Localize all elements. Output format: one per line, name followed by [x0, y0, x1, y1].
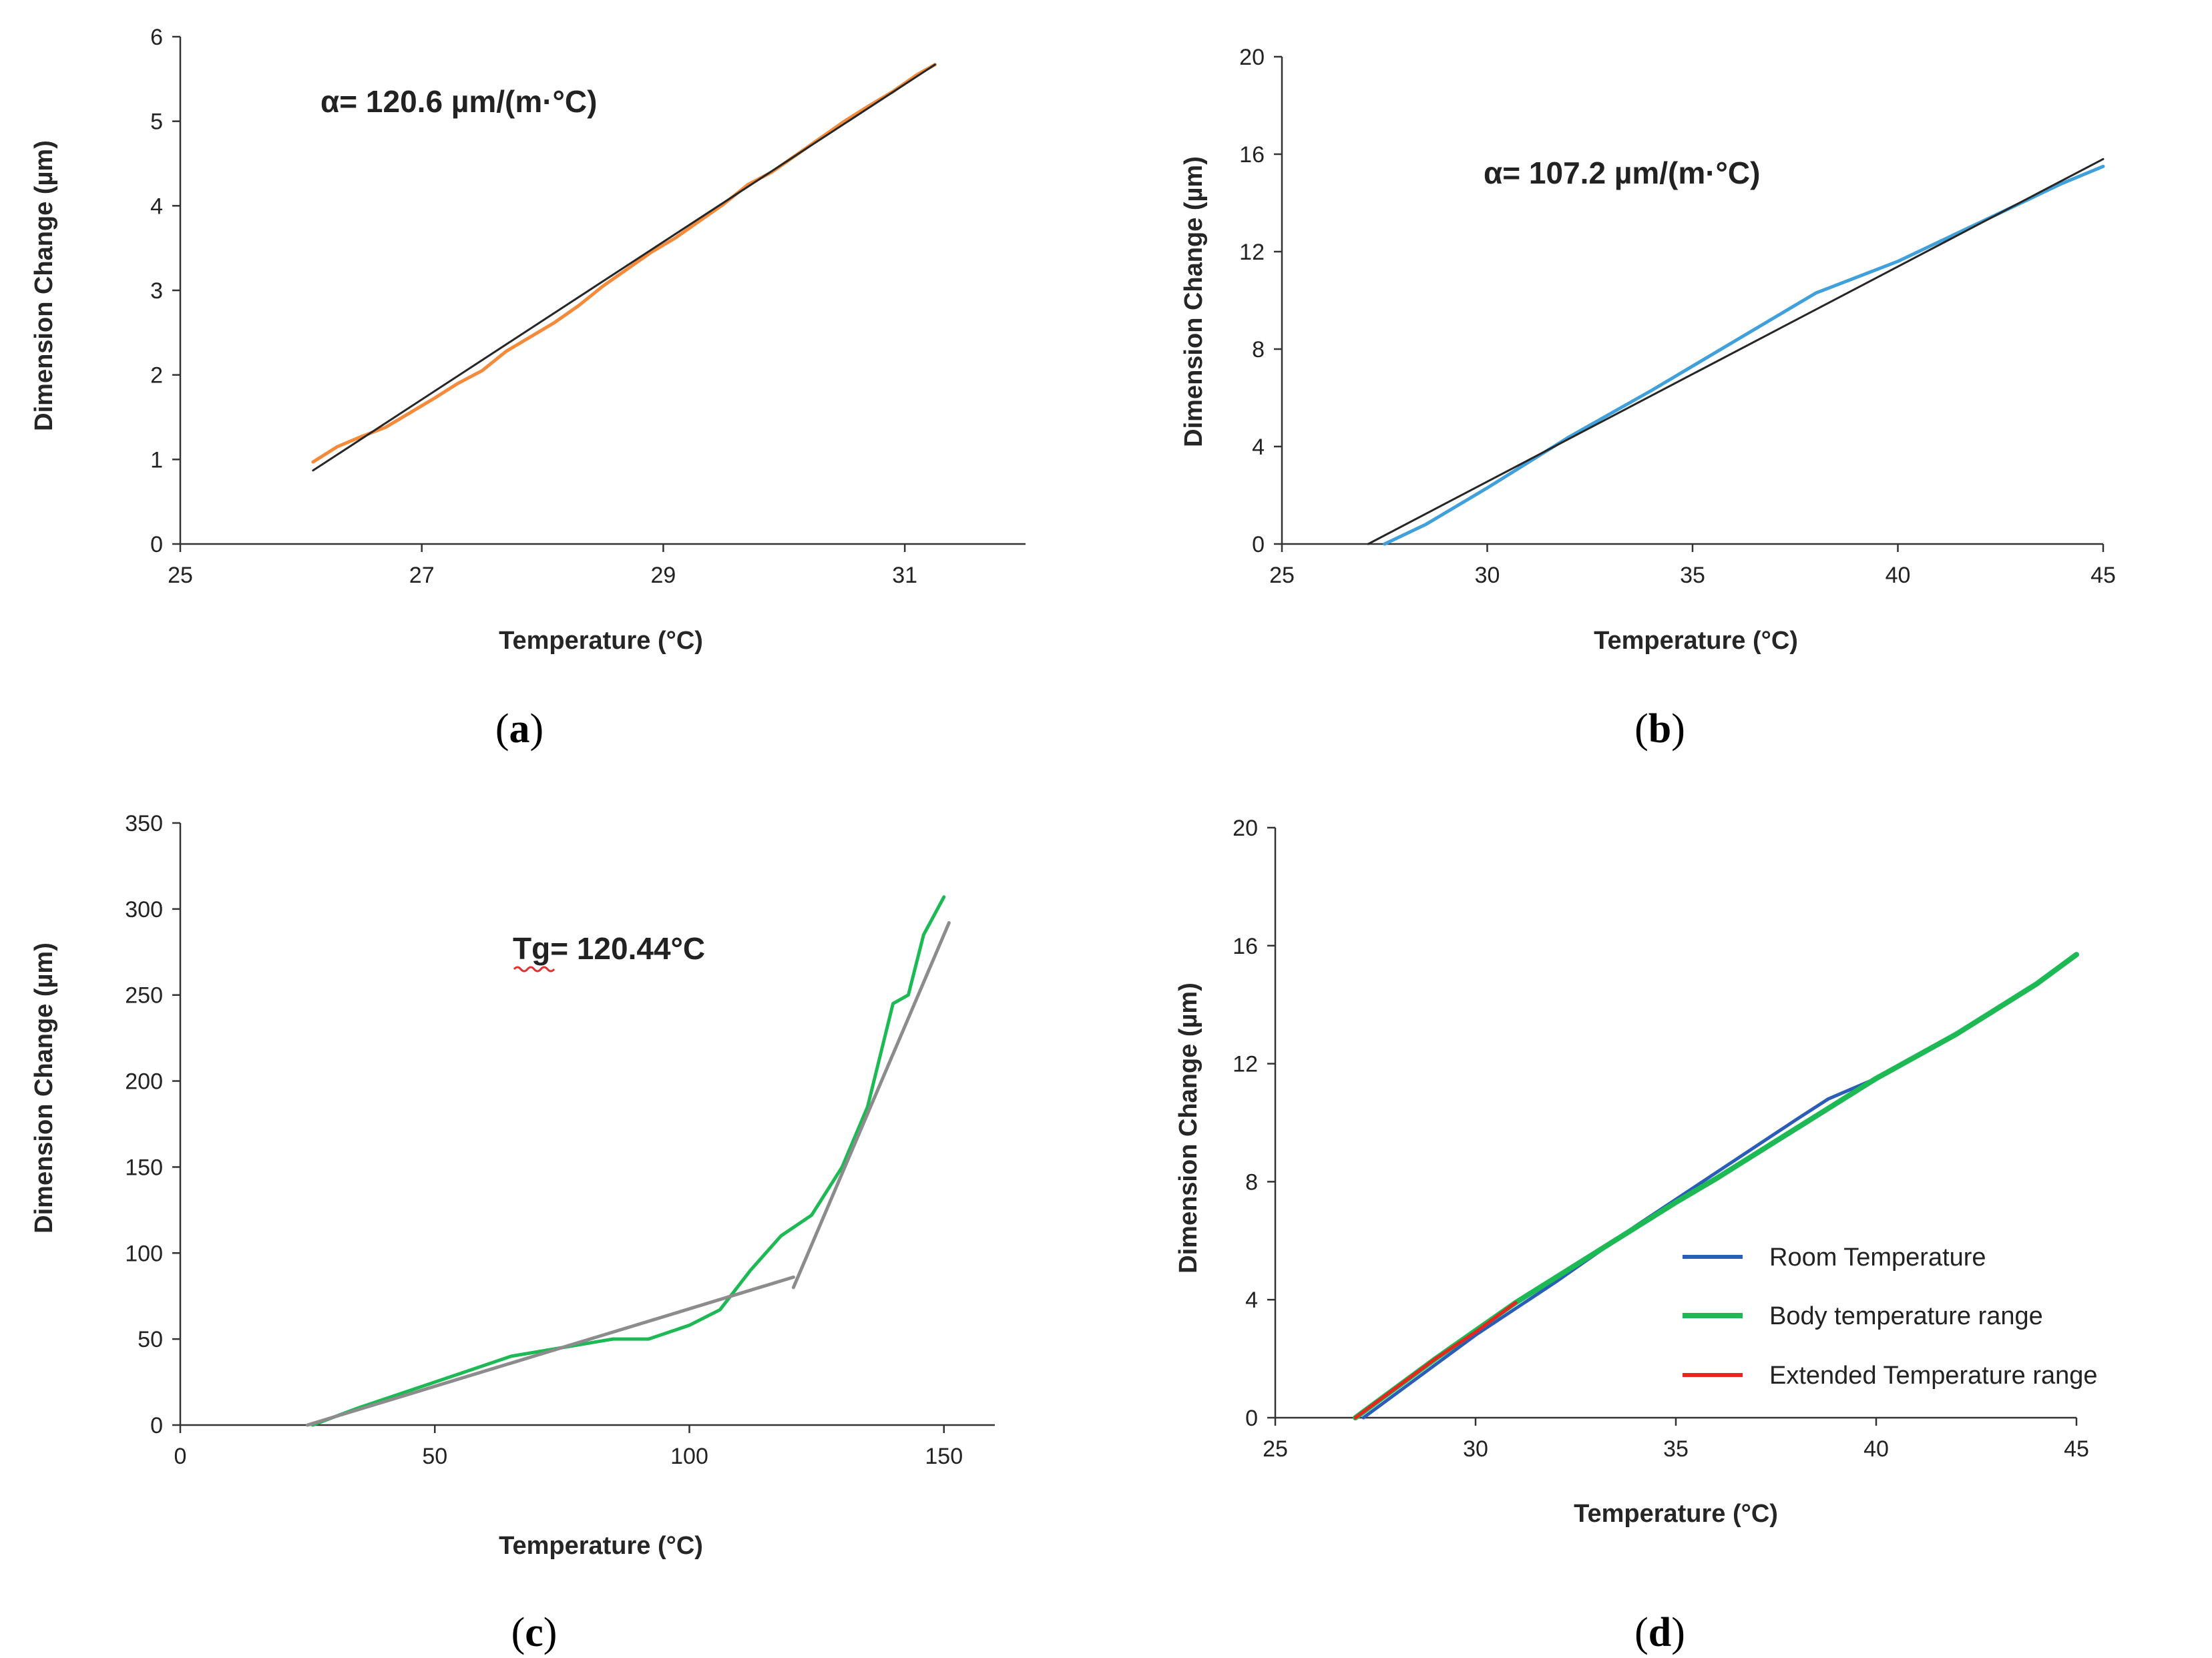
- caption-letter-d: d: [1648, 1610, 1671, 1655]
- series-line-b-measured: [1383, 164, 2105, 546]
- ylabel-d: Dimension Change (µm): [1174, 983, 1202, 1274]
- x-tick-label-d: 40: [1863, 1436, 1889, 1462]
- y-tick-label-c: 50: [138, 1327, 163, 1352]
- x-tick-label-c: 150: [925, 1444, 963, 1469]
- legend-label-room: Room Temperature: [1769, 1244, 1986, 1272]
- series-line-d-extended-temperature-range: [1353, 1301, 1518, 1420]
- plot-d: 0 4 8 12 16 20 25 30 35 40 45: [1233, 816, 2089, 1462]
- legend-label-body: Body temperature range: [1769, 1302, 2043, 1330]
- y-tick-label-a: 5: [150, 109, 163, 135]
- x-tick-label-c: 50: [422, 1444, 447, 1469]
- series-line-c-measured: [310, 895, 946, 1427]
- legend-label-extended: Extended Temperature range: [1769, 1362, 2098, 1390]
- x-tick-label-d: 45: [2064, 1436, 2089, 1462]
- x-tick-label-d: 30: [1463, 1436, 1488, 1462]
- annotation-b: α= 107.2 µm/(m·°C): [1484, 156, 1760, 190]
- y-tick-label-a: 3: [150, 278, 163, 304]
- panel-b: α= 107.2 µm/(m·°C) Temperature (°C) Dime…: [1180, 156, 1798, 752]
- x-tick-label-c: 0: [174, 1444, 187, 1469]
- y-tick-label-c: 150: [125, 1155, 163, 1180]
- x-tick-label-a: 29: [651, 563, 676, 588]
- legend: Room Temperature Body temperature range …: [1683, 1244, 2098, 1390]
- x-tick-label-d: 35: [1663, 1436, 1689, 1462]
- x-tick-label-b: 30: [1475, 563, 1500, 588]
- xlabel-d: Temperature (°C): [1574, 1500, 1778, 1528]
- caption-d: (d): [1634, 1610, 1685, 1655]
- caption-b: (b): [1634, 706, 1685, 752]
- series-line-a-measured: [311, 63, 937, 464]
- x-tick-label-d: 25: [1263, 1436, 1288, 1462]
- series-line-c-fit-above-tg: [791, 921, 951, 1290]
- x-tick-label-b: 35: [1680, 563, 1705, 588]
- plot-c: 0 50 100 150 200 250 300 350 0 50 100 150: [125, 811, 995, 1469]
- y-tick-label-a: 4: [150, 194, 163, 219]
- x-tick-label-a: 31: [892, 563, 917, 588]
- y-tick-label-b: 8: [1252, 337, 1265, 362]
- x-tick-label-b: 40: [1886, 563, 1911, 588]
- y-tick-label-c: 250: [125, 983, 163, 1009]
- series-line-c-fit-below-tg: [306, 1275, 795, 1427]
- xlabel-b: Temperature (°C): [1594, 627, 1798, 655]
- annotation-c: Tg= 120.44°C: [513, 931, 705, 966]
- series-line-d-body-temperature-range: [1353, 952, 2079, 1420]
- y-tick-label-d: 16: [1233, 934, 1258, 959]
- caption-a: (a): [495, 706, 543, 752]
- y-tick-label-a: 1: [150, 447, 163, 473]
- x-tick-label-b: 45: [2090, 563, 2116, 588]
- y-tick-label-d: 4: [1245, 1288, 1258, 1313]
- y-tick-label-b: 0: [1252, 532, 1265, 557]
- y-tick-label-a: 0: [150, 532, 163, 557]
- y-tick-label-c: 200: [125, 1069, 163, 1095]
- ylabel-a: Dimension Change (µm): [30, 140, 58, 431]
- plot-b: 0 4 8 12 16 20 25 30 35 40 45: [1239, 45, 2116, 588]
- y-tick-label-b: 4: [1252, 435, 1265, 460]
- ylabel-c: Dimension Change (µm): [30, 942, 58, 1233]
- spell-squiggle: [513, 966, 556, 973]
- x-tick-label-b: 25: [1269, 563, 1295, 588]
- plot-a: 0 1 2 3 4 5 6 25 27 29 31: [150, 25, 1026, 588]
- series-line-b-linear-fit: [1367, 158, 2105, 545]
- y-tick-label-d: 0: [1245, 1406, 1258, 1431]
- x-tick-label-c: 100: [670, 1444, 708, 1469]
- annotation-a: α= 120.6 µm/(m·°C): [320, 84, 597, 119]
- y-tick-label-d: 12: [1233, 1052, 1258, 1077]
- x-tick-label-a: 25: [168, 563, 193, 588]
- panel-c: Tg= 120.44°C Temperature (°C) Dimension …: [30, 931, 705, 1655]
- y-tick-label-b: 16: [1239, 142, 1265, 168]
- y-tick-label-b: 12: [1239, 240, 1265, 265]
- x-tick-label-a: 27: [409, 563, 435, 588]
- y-tick-label-a: 6: [150, 25, 163, 50]
- caption-letter-c: c: [525, 1610, 543, 1655]
- panel-a: α= 120.6 µm/(m·°C) Temperature (°C) Dime…: [30, 84, 703, 752]
- xlabel-a: Temperature (°C): [499, 627, 703, 655]
- y-tick-label-d: 8: [1245, 1169, 1258, 1195]
- caption-letter-b: b: [1648, 706, 1671, 752]
- y-tick-label-b: 20: [1239, 45, 1265, 70]
- y-tick-label-c: 350: [125, 811, 163, 836]
- y-tick-label-c: 100: [125, 1241, 163, 1266]
- y-tick-label-d: 20: [1233, 816, 1258, 841]
- y-tick-label-a: 2: [150, 363, 163, 388]
- xlabel-c: Temperature (°C): [499, 1532, 703, 1560]
- caption-letter-a: a: [509, 706, 530, 752]
- y-tick-label-c: 300: [125, 897, 163, 922]
- series-line-a-linear-fit: [312, 63, 936, 472]
- ylabel-b: Dimension Change (µm): [1180, 156, 1208, 447]
- y-tick-label-c: 0: [150, 1413, 163, 1438]
- panel-d: Temperature (°C) Dimension Change (µm) (…: [1174, 983, 2098, 1655]
- caption-c: (c): [511, 1610, 558, 1655]
